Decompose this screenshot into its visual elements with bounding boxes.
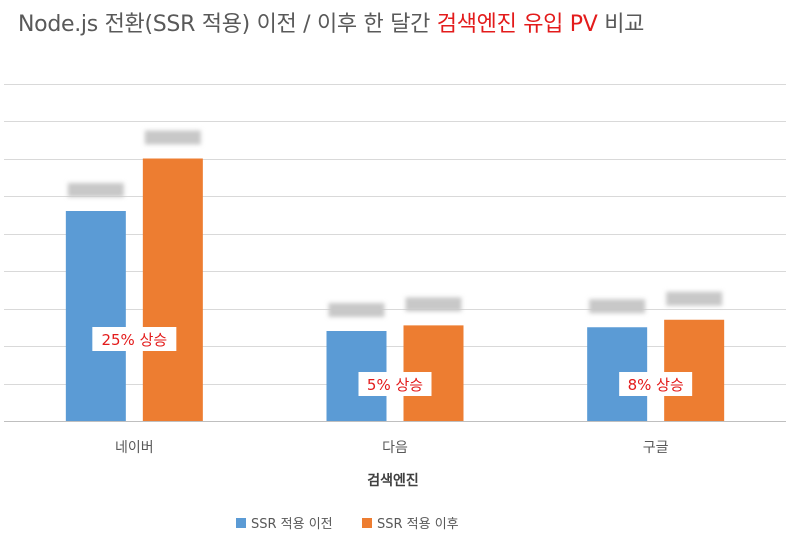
data-label-redacted	[144, 130, 201, 145]
legend-swatch	[362, 518, 372, 528]
x-axis-ticks: 네이버 다음 구글	[115, 440, 669, 456]
data-label-redacted	[328, 303, 385, 317]
chart-title-prefix: Node.js 전환(SSR 적용) 이전 / 이후 한 달간	[18, 12, 437, 37]
x-tick-label: 구글	[643, 440, 669, 456]
legend: SSR 적용 이전 SSR 적용 이후	[236, 517, 459, 532]
x-tick-label: 네이버	[115, 440, 154, 456]
annotations: 25% 상승 5% 상승 8% 상승	[92, 327, 693, 396]
legend-label: SSR 적용 이후	[377, 517, 459, 532]
increase-annotation: 25% 상승	[101, 331, 167, 349]
increase-annotation: 8% 상승	[628, 376, 684, 394]
bar-after	[142, 158, 203, 421]
bar-after	[664, 319, 725, 421]
data-label-redacted	[589, 299, 646, 314]
legend-swatch	[236, 518, 246, 528]
increase-annotation: 5% 상승	[367, 376, 423, 394]
legend-label: SSR 적용 이전	[251, 517, 333, 532]
chart-title-highlight: 검색엔진 유입 PV	[436, 12, 598, 37]
bar-before	[65, 211, 126, 421]
x-axis-title: 검색엔진	[367, 472, 419, 489]
data-label-redacted	[405, 297, 462, 312]
chart-title: Node.js 전환(SSR 적용) 이전 / 이후 한 달간 검색엔진 유입 …	[18, 6, 644, 38]
data-label-redacted	[67, 183, 124, 197]
annotation-box	[92, 327, 177, 351]
x-tick-label: 다음	[382, 440, 408, 456]
data-labels	[67, 130, 723, 317]
annotation-box	[619, 372, 693, 396]
bars	[65, 158, 725, 421]
data-label-redacted	[666, 291, 723, 306]
chart-title-suffix: 비교	[597, 12, 645, 37]
annotation-box	[358, 372, 432, 396]
